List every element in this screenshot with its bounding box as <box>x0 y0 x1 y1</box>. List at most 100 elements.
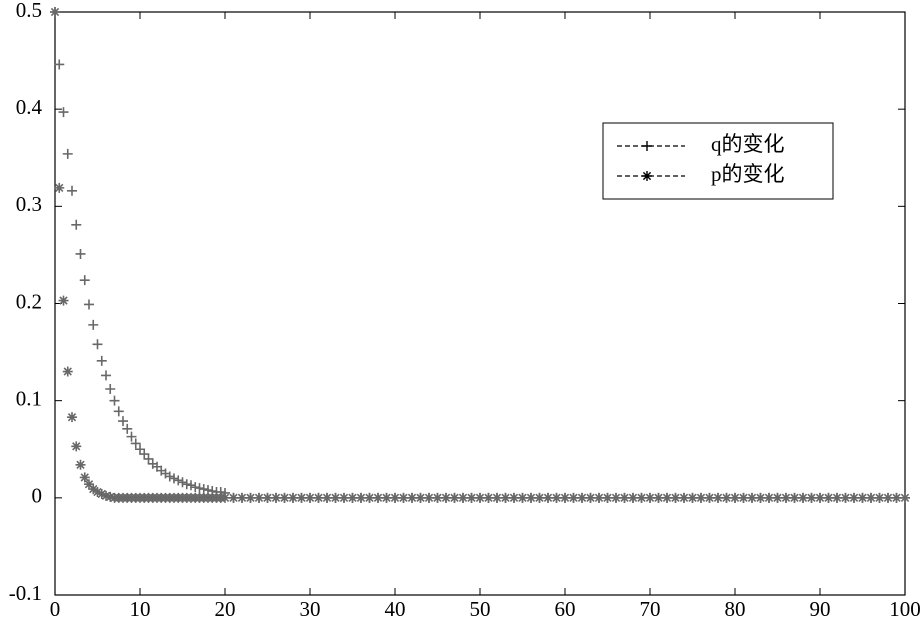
marker <box>526 492 536 503</box>
marker <box>866 492 876 503</box>
marker <box>381 492 392 503</box>
marker <box>789 492 800 503</box>
marker <box>628 492 638 503</box>
marker <box>130 438 141 449</box>
plot-frame <box>54 11 906 596</box>
marker <box>347 492 358 503</box>
marker <box>62 366 73 377</box>
marker <box>84 479 94 490</box>
y-tick-label: 0 <box>32 484 43 508</box>
marker <box>58 295 69 306</box>
x-tick-label: 30 <box>300 597 321 621</box>
marker <box>730 492 740 503</box>
marker <box>798 492 808 503</box>
marker <box>815 492 825 503</box>
marker <box>228 492 239 503</box>
marker <box>143 453 154 464</box>
marker <box>543 492 553 503</box>
marker <box>67 185 77 196</box>
legend-label: q的变化 <box>711 132 785 156</box>
marker <box>398 492 409 503</box>
marker <box>823 492 834 503</box>
x-tick-label: 40 <box>385 597 406 621</box>
marker <box>109 395 120 406</box>
marker <box>139 449 150 460</box>
y-tick-label: -0.1 <box>9 581 42 605</box>
marker <box>517 492 528 503</box>
marker <box>883 492 893 503</box>
marker <box>364 492 375 503</box>
marker <box>585 492 596 503</box>
marker <box>857 492 868 503</box>
marker <box>177 477 188 488</box>
marker <box>475 492 485 503</box>
marker <box>509 492 519 503</box>
marker <box>747 492 757 503</box>
marker <box>738 492 749 503</box>
marker <box>237 492 247 503</box>
marker <box>390 492 400 503</box>
marker <box>79 472 90 483</box>
marker <box>645 492 655 503</box>
marker <box>339 492 349 503</box>
y-tick-label: 0.2 <box>16 289 42 313</box>
x-tick-label: 10 <box>130 597 151 621</box>
marker <box>113 406 124 417</box>
marker <box>181 479 192 490</box>
y-tick-label: 0.5 <box>16 0 42 22</box>
marker <box>164 471 175 482</box>
marker <box>92 487 103 498</box>
marker <box>653 492 664 503</box>
marker <box>772 492 783 503</box>
marker <box>849 492 859 503</box>
marker <box>500 492 511 503</box>
marker <box>424 492 434 503</box>
marker <box>101 490 111 501</box>
marker <box>840 492 851 503</box>
marker <box>466 492 477 503</box>
marker <box>483 492 494 503</box>
marker <box>704 492 715 503</box>
marker <box>721 492 732 503</box>
marker <box>407 492 417 503</box>
marker <box>619 492 630 503</box>
marker <box>577 492 587 503</box>
marker <box>88 484 99 495</box>
marker <box>67 412 77 423</box>
marker <box>373 492 383 503</box>
marker <box>755 492 766 503</box>
marker <box>126 431 137 442</box>
marker <box>492 492 502 503</box>
marker <box>560 492 570 503</box>
marker <box>88 319 99 330</box>
marker <box>670 492 681 503</box>
marker <box>122 423 133 434</box>
marker <box>79 275 90 286</box>
marker <box>75 459 86 470</box>
marker <box>441 492 451 503</box>
marker <box>874 492 885 503</box>
marker <box>534 492 545 503</box>
legend-box <box>602 122 834 200</box>
y-tick-label: 0.4 <box>16 95 43 119</box>
marker <box>687 492 698 503</box>
marker <box>415 492 426 503</box>
marker <box>50 7 60 17</box>
marker <box>75 248 86 259</box>
marker <box>271 492 281 503</box>
marker <box>662 492 672 503</box>
marker <box>245 492 256 503</box>
marker <box>190 482 201 493</box>
marker <box>713 492 723 503</box>
legend-label: p的变化 <box>711 162 785 186</box>
marker <box>198 484 209 495</box>
marker <box>900 492 910 503</box>
marker <box>322 492 332 503</box>
x-tick-label: 0 <box>50 597 61 621</box>
marker <box>305 492 315 503</box>
marker <box>186 480 196 491</box>
marker <box>262 492 273 503</box>
marker <box>58 107 69 118</box>
marker <box>169 473 179 484</box>
